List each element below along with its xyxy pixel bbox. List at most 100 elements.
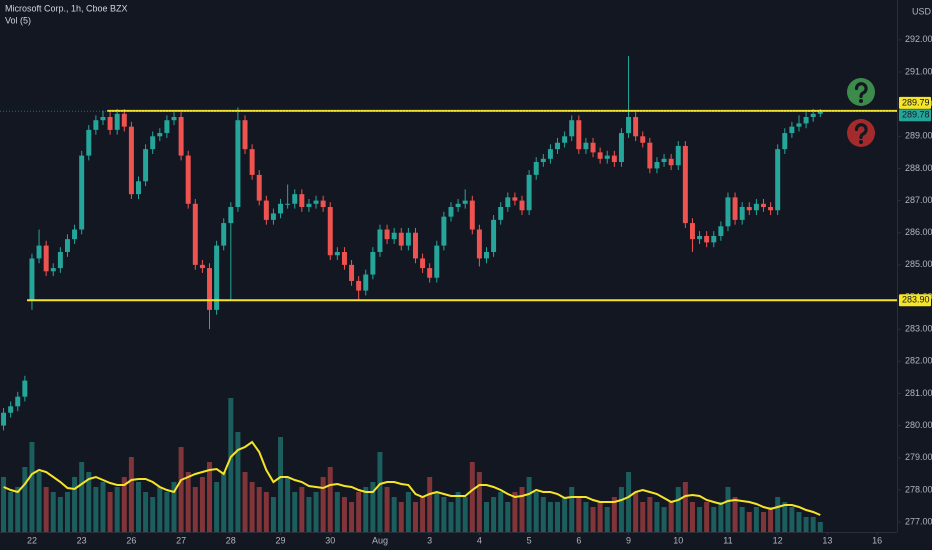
y-tick-label: 277.00: [905, 516, 932, 526]
volume-bar: [299, 487, 305, 532]
volume-bar: [760, 512, 766, 532]
candle-body: [569, 120, 575, 137]
candle-body: [512, 197, 518, 201]
volume-bar: [143, 492, 149, 532]
volume-bar: [569, 487, 575, 532]
volume-bar: [57, 497, 63, 532]
volume-bar: [555, 502, 561, 532]
volume-bar: [597, 502, 603, 532]
volume-bar: [739, 507, 745, 532]
volume-bar: [782, 502, 788, 532]
candle-body: [377, 229, 383, 253]
volume-bar: [661, 507, 667, 532]
candle-body: [739, 207, 745, 220]
last-price-box: [899, 109, 931, 122]
candle-body: [157, 133, 163, 137]
volume-bar: [711, 507, 717, 532]
x-tick-label: 10: [673, 535, 683, 545]
volume-bar: [228, 398, 234, 532]
candle-body: [128, 126, 134, 195]
volume-bar: [278, 437, 284, 532]
candle-body: [775, 149, 781, 211]
volume-bar: [93, 487, 99, 532]
candle-body: [29, 258, 35, 301]
candle-body: [604, 155, 610, 159]
volume-bar: [682, 482, 688, 532]
x-tick-label: 4: [477, 535, 482, 545]
candle-body: [526, 174, 532, 211]
volume-bar: [391, 497, 397, 532]
volume-bar: [519, 487, 525, 532]
x-tick-label: 11: [723, 535, 732, 545]
candle-body: [114, 113, 120, 130]
volume-bar: [441, 497, 447, 532]
x-tick-label: 6: [576, 535, 581, 545]
volume-bar: [292, 492, 298, 532]
candle-body: [278, 203, 284, 214]
candle-body: [562, 136, 568, 143]
volume-bar: [405, 492, 411, 532]
y-tick-label: 282.00: [905, 356, 932, 366]
candle-body: [576, 120, 582, 150]
volume-bar: [668, 502, 674, 532]
volume-bar: [334, 492, 340, 532]
y-tick-label: 278.00: [905, 484, 932, 494]
volume-bar: [128, 457, 134, 532]
candle-body: [476, 229, 482, 259]
candle-body: [661, 158, 667, 163]
level-label: 283.90: [902, 295, 930, 305]
volume-bar: [817, 522, 823, 532]
volume-bar: [469, 462, 475, 532]
candle-body: [611, 155, 617, 163]
volume-bar: [242, 472, 248, 532]
volume-bar: [434, 492, 440, 532]
volume-bar: [15, 487, 21, 532]
candle-body: [540, 158, 546, 163]
y-tick-label: 287.00: [905, 195, 932, 205]
volume-bar: [157, 487, 163, 532]
volume-bar: [86, 472, 92, 532]
candle-body: [22, 380, 28, 397]
volume-bar: [306, 497, 312, 532]
candle-body: [725, 197, 731, 227]
candle-body: [640, 136, 646, 143]
x-tick-label: 22: [27, 535, 37, 545]
volume-bar: [207, 462, 212, 532]
volume-bar: [562, 497, 568, 532]
candle-body: [363, 274, 369, 291]
candle-body: [484, 252, 489, 259]
candle-body: [143, 149, 149, 182]
volume-bar: [448, 502, 454, 532]
volume-bar: [540, 497, 546, 532]
level-label: 289.79: [902, 97, 930, 107]
candle-body: [263, 200, 269, 220]
candle-body: [107, 117, 113, 130]
candle-body: [50, 268, 56, 272]
volume-bar: [100, 482, 106, 532]
candle-body: [235, 120, 241, 208]
volume-bar: [178, 447, 184, 532]
volume-bar: [462, 497, 468, 532]
candle-body: [732, 197, 738, 220]
volume-bar: [192, 487, 198, 532]
volume-bar: [107, 492, 113, 532]
volume-bar: [363, 487, 369, 532]
volume-bar: [320, 477, 326, 532]
candle-body: [455, 203, 461, 208]
volume-bar: [50, 492, 56, 532]
candle-body: [313, 200, 319, 204]
volume-bar: [121, 477, 127, 532]
candle-body: [547, 149, 553, 159]
plot: [1, 55, 823, 532]
volume-bar: [505, 502, 511, 532]
volume-bar: [136, 482, 141, 532]
volume-bar: [1, 477, 7, 532]
candle-body: [136, 181, 141, 195]
candle-body: [768, 207, 774, 211]
volume-bar: [746, 512, 752, 532]
volume-bar: [256, 487, 262, 532]
candle-body: [93, 120, 99, 130]
candle-body: [334, 252, 340, 256]
